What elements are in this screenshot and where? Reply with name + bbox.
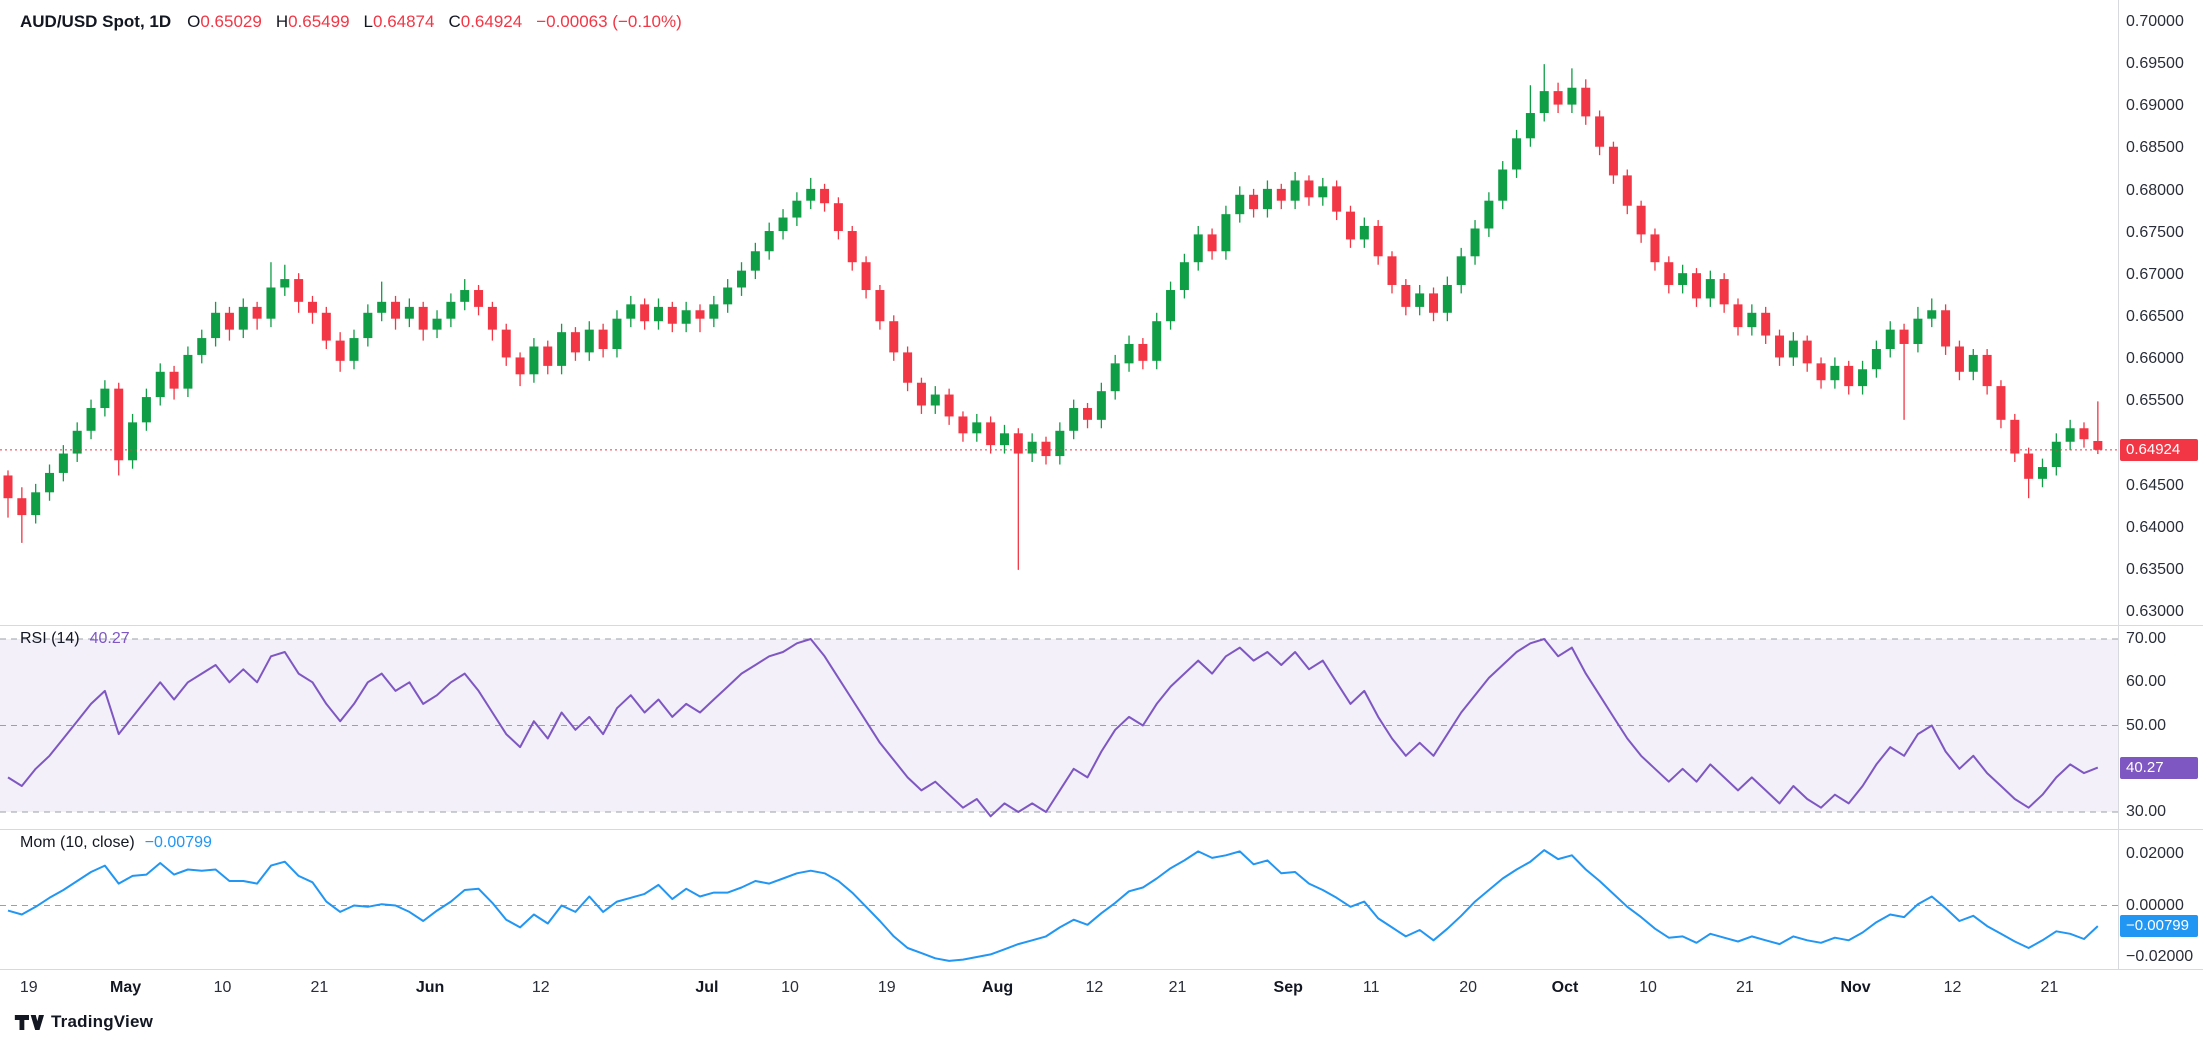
price-tick-label: 0.65500 xyxy=(2126,392,2184,410)
tradingview-attribution[interactable]: TradingView xyxy=(14,1012,153,1032)
tradingview-brand-text: TradingView xyxy=(51,1012,154,1031)
time-axis-label: Jul xyxy=(695,979,719,996)
pane-separator xyxy=(0,969,2203,970)
time-axis-label: Sep xyxy=(1273,979,1303,996)
rsi-value: 40.27 xyxy=(89,630,130,647)
time-axis-label: May xyxy=(110,979,142,996)
change-value: −0.00063 (−0.10%) xyxy=(536,12,682,31)
time-axis-label: Jun xyxy=(415,979,445,996)
last-price-badge: 0.64924 xyxy=(2120,438,2198,461)
rsi-name: RSI (14) xyxy=(20,630,80,647)
mom-legend: Mom (10, close) −0.00799 xyxy=(20,834,212,852)
price-tick-label: 0.63500 xyxy=(2126,560,2184,578)
time-axis-label: 21 xyxy=(310,979,329,996)
time-axis-label: 21 xyxy=(2040,979,2059,996)
time-axis-label: Aug xyxy=(982,979,1014,996)
mom-value: −0.00799 xyxy=(144,834,212,851)
rsi-value-badge: 40.27 xyxy=(2120,756,2198,779)
rsi-tick-label: 70.00 xyxy=(2126,630,2167,647)
time-axis-label: 20 xyxy=(1459,979,1477,996)
price-tick-label: 0.70000 xyxy=(2126,13,2184,30)
time-axis-label: 19 xyxy=(19,979,38,996)
price-tick-label: 0.68000 xyxy=(2126,181,2184,199)
rsi-tick-label: 50.00 xyxy=(2126,716,2167,734)
tradingview-logo-icon xyxy=(14,1014,44,1030)
high-label: H xyxy=(275,12,289,31)
time-axis-label: 12 xyxy=(1085,979,1104,996)
symbol-legend: AUD/USD Spot, 1D O0.65029 H0.65499 L0.64… xyxy=(20,12,682,32)
price-tick-label: 0.69000 xyxy=(2126,97,2184,115)
time-axis-label: 21 xyxy=(1168,979,1187,996)
time-axis-label: Nov xyxy=(1840,979,1871,996)
mom-tick-label: 0.02000 xyxy=(2126,845,2184,862)
price-tick-label: 0.68500 xyxy=(2126,139,2184,157)
time-axis-label: 12 xyxy=(531,979,550,996)
price-tick-label: 0.64500 xyxy=(2126,476,2184,494)
mom-tick-label: −0.02000 xyxy=(2126,948,2194,965)
price-tick-label: 0.67500 xyxy=(2126,223,2184,241)
mom-tick-label: 0.00000 xyxy=(2126,896,2184,914)
pane-separator[interactable] xyxy=(0,625,2203,626)
price-tick-label: 0.69500 xyxy=(2126,55,2184,73)
rsi-tick-label: 30.00 xyxy=(2126,803,2167,820)
time-axis-label: 10 xyxy=(781,979,799,996)
time-axis-label: 19 xyxy=(877,979,896,996)
mom-value-badge: −0.00799 xyxy=(2120,915,2198,938)
low-value: 0.64874 xyxy=(373,12,435,31)
price-tick-label: 0.64000 xyxy=(2126,518,2184,536)
time-axis-label: 21 xyxy=(1735,979,1754,996)
ohlc-values: O0.65029 H0.65499 L0.64874 C0.64924 −0.0… xyxy=(187,12,682,32)
mom-name: Mom (10, close) xyxy=(20,834,135,851)
time-axis-label: Oct xyxy=(1551,979,1579,996)
price-tick-label: 0.66500 xyxy=(2126,308,2184,325)
close-value: 0.64924 xyxy=(460,12,523,31)
time-axis-label: 10 xyxy=(213,979,232,996)
pane-separator[interactable] xyxy=(0,829,2203,830)
price-tick-label: 0.67000 xyxy=(2126,265,2184,283)
open-label: O xyxy=(187,12,201,31)
time-axis-label: 12 xyxy=(1943,979,1962,996)
high-value: 0.65499 xyxy=(288,12,350,31)
time-axis-label: 11 xyxy=(1362,979,1380,996)
price-tick-label: 0.63000 xyxy=(2126,603,2184,620)
close-label: C xyxy=(448,12,461,31)
price-tick-label: 0.66000 xyxy=(2126,350,2184,368)
rsi-legend: RSI (14) 40.27 xyxy=(20,630,130,648)
symbol-title: AUD/USD Spot, 1D xyxy=(20,12,172,31)
time-axis-label: 10 xyxy=(1639,979,1657,996)
low-label: L xyxy=(363,12,374,31)
price-scale-border xyxy=(2118,0,2119,969)
rsi-tick-label: 60.00 xyxy=(2126,673,2167,691)
open-value: 0.65029 xyxy=(200,12,262,31)
